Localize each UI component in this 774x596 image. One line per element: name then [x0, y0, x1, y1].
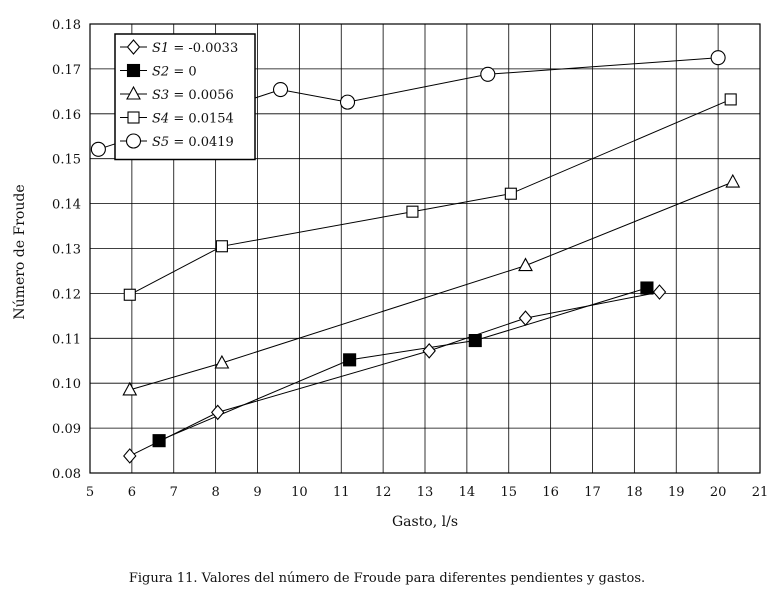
legend-label-s5: S5 = 0.0419 — [152, 135, 234, 150]
y-tick-label: 0.14 — [52, 198, 81, 213]
data-point-s2 — [468, 333, 482, 348]
x-tick-label: 8 — [211, 485, 219, 500]
legend-var: S2 — [152, 65, 169, 80]
data-point-s1 — [518, 310, 533, 326]
data-point-s4 — [123, 288, 136, 301]
data-point-s5 — [339, 94, 356, 110]
legend-var: S3 — [152, 88, 169, 103]
x-tick-label: 16 — [542, 485, 559, 500]
data-point-s1 — [123, 448, 137, 464]
y-tick-label: 0.17 — [52, 63, 81, 78]
y-tick-label: 0.12 — [52, 287, 81, 302]
legend-marker-s3 — [126, 85, 141, 100]
x-tick-label: 7 — [170, 485, 178, 500]
y-tick-label: 0.15 — [52, 153, 81, 168]
data-point-s2 — [152, 434, 166, 448]
y-tick-label: 0.13 — [52, 243, 81, 258]
legend-marker-s5 — [125, 133, 142, 149]
legend-label-s3: S3 = 0.0056 — [152, 88, 234, 103]
data-point-s2 — [343, 353, 357, 367]
data-point-s5 — [710, 50, 726, 66]
data-point-s3 — [518, 257, 533, 272]
x-tick-label: 9 — [253, 485, 261, 500]
y-tick-label: 0.08 — [52, 467, 81, 482]
data-point-s4 — [406, 205, 419, 218]
legend-value: = -0.0033 — [169, 41, 238, 56]
data-point-s5 — [480, 66, 496, 82]
legend-marker-s4 — [127, 111, 140, 124]
x-tick-label: 18 — [626, 485, 643, 500]
data-point-s1 — [652, 284, 667, 300]
x-tick-label: 12 — [375, 485, 392, 500]
data-point-s3 — [725, 173, 741, 188]
data-point-s5 — [90, 141, 106, 157]
legend-marker-s1 — [126, 39, 141, 55]
legend-value: = 0.0056 — [169, 88, 234, 103]
data-point-s1 — [210, 404, 225, 421]
legend-value: = 0.0419 — [169, 135, 234, 150]
data-point-s1 — [422, 343, 436, 359]
x-tick-label: 15 — [500, 485, 517, 500]
x-tick-label: 13 — [417, 485, 434, 500]
data-point-s2 — [640, 281, 654, 295]
data-point-s3 — [122, 381, 138, 396]
series-line-s1 — [129, 291, 660, 457]
legend-marker-s2 — [126, 63, 141, 78]
data-point-s4 — [724, 93, 737, 106]
x-tick-label: 14 — [459, 485, 476, 500]
x-tick-label: 5 — [86, 485, 94, 500]
x-tick-label: 6 — [128, 485, 136, 500]
x-tick-label: 17 — [584, 485, 601, 500]
y-axis-label: Número de Froude — [12, 184, 28, 319]
series-markers — [90, 50, 741, 464]
x-tick-label: 21 — [752, 485, 769, 500]
series-line-s3 — [129, 181, 733, 391]
y-tick-label: 0.11 — [52, 332, 81, 347]
figure-caption: Figura 11. Valores del número de Froude … — [128, 571, 646, 586]
plot-frame — [89, 23, 761, 474]
legend-label-s2: S2 = 0 — [152, 65, 197, 80]
data-point-s4 — [215, 240, 228, 253]
x-axis-label: Gasto, l/s — [392, 514, 458, 530]
y-tick-label: 0.16 — [52, 108, 81, 123]
legend-value: = 0.0154 — [169, 112, 234, 127]
legend-var: S5 — [152, 135, 169, 150]
froude-chart: 5 6 7 8 9 10 11 12 13 14 15 16 17 18 19 20 21 0.08 0.09 0.1… — [12, 18, 768, 530]
legend-var: S1 — [152, 41, 169, 56]
x-tick-label: 11 — [333, 485, 350, 500]
y-tick-label: 0.09 — [52, 422, 81, 437]
y-tick-label: 0.10 — [52, 377, 81, 392]
y-tick-label: 0.18 — [52, 18, 81, 33]
data-point-s5 — [272, 82, 289, 98]
axes: 5 6 7 8 9 10 11 12 13 14 15 16 17 18 19 20 21 0.08 0.09 0.1… — [52, 18, 768, 500]
legend-label-s4: S4 = 0.0154 — [152, 112, 234, 127]
data-point-s4 — [504, 187, 517, 200]
series-line-s2 — [158, 287, 648, 442]
data-point-s3 — [214, 354, 230, 369]
x-tick-label: 19 — [668, 485, 685, 500]
legend-value: = 0 — [169, 65, 196, 80]
x-tick-label: 20 — [710, 485, 727, 500]
x-tick-label: 10 — [291, 485, 308, 500]
legend-var: S4 — [152, 112, 169, 127]
legend-label-s1: S1 = -0.0033 — [152, 41, 238, 56]
